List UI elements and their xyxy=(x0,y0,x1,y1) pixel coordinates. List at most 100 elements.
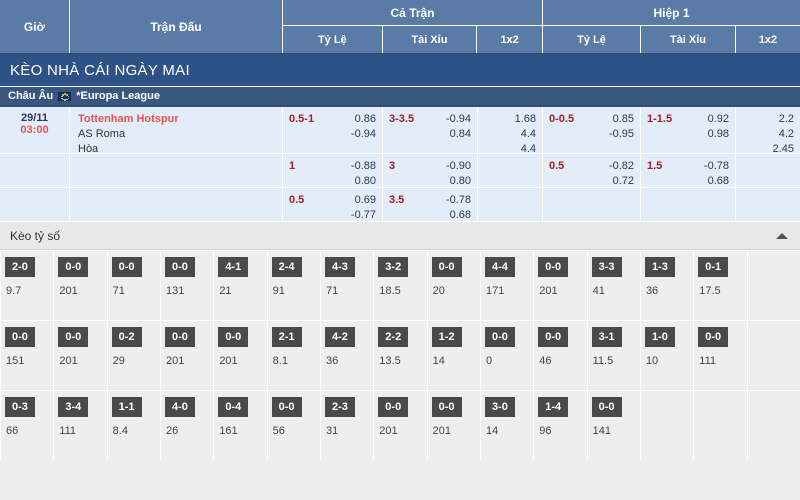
ht-handicap-cell[interactable] xyxy=(543,188,641,222)
ft-handicap-cell[interactable]: 1 -0.88 0.80 xyxy=(283,154,383,188)
ft-overunder-cell[interactable]: 3-3.5 -0.94 0.84 xyxy=(383,107,478,154)
draw-label: Hòa xyxy=(78,143,99,155)
correct-score-cell[interactable]: 0-0 111 xyxy=(693,320,747,390)
correct-score-cell-empty xyxy=(639,390,694,460)
ht-handicap-values: 0.85 -0.95 xyxy=(574,112,634,153)
correct-score-cell[interactable]: 0-2 29 xyxy=(106,320,160,390)
match-time-cell xyxy=(0,154,70,188)
caret-up-icon[interactable] xyxy=(776,232,788,239)
ht-overunder-cell[interactable]: 1-1.5 0.92 0.98 xyxy=(641,107,736,154)
score-odds-value: 131 xyxy=(165,285,185,297)
ft-handicap-cell[interactable]: 0.5 0.69 -0.77 xyxy=(283,188,383,222)
correct-score-cell[interactable]: 0-0 201 xyxy=(159,320,214,390)
ft-overunder-values: -0.94 0.84 xyxy=(414,112,471,153)
odds-value: -0.82 xyxy=(608,160,634,172)
ft-overunder-cell[interactable]: 3.5 -0.78 0.68 xyxy=(383,188,478,222)
correct-score-cell[interactable]: 0-0 56 xyxy=(266,390,320,460)
correct-score-cell[interactable]: 0-0 201 xyxy=(213,320,267,390)
correct-score-cell[interactable]: 3-0 14 xyxy=(479,390,534,460)
correct-score-cell[interactable]: 2-3 31 xyxy=(319,390,374,460)
correct-score-cell[interactable]: 2-0 9.7 xyxy=(0,250,54,320)
match-time-cell xyxy=(0,188,70,222)
ht-1x2-cell[interactable]: 2.2 4.2 2.45 xyxy=(736,107,800,155)
correct-score-cell[interactable]: 3-1 11.5 xyxy=(586,320,640,390)
correct-score-cell[interactable]: 4-2 36 xyxy=(319,320,374,390)
correct-score-cell[interactable]: 0-1 17.5 xyxy=(693,250,747,320)
correct-score-cell[interactable]: 0-0 201 xyxy=(533,250,587,320)
column-header-ft-1x2: 1x2 xyxy=(500,33,519,46)
score-odds-value: 11.5 xyxy=(592,355,614,367)
odds-value: 0.92 xyxy=(707,113,729,125)
odds-value: 4.4 xyxy=(520,128,536,140)
correct-score-cell[interactable]: 0-0 71 xyxy=(106,250,160,320)
ft-1x2-cell[interactable]: 1.68 4.4 4.4 xyxy=(478,107,543,155)
correct-score-cell[interactable]: 0-0 131 xyxy=(159,250,214,320)
ht-1x2-cell[interactable] xyxy=(736,154,800,188)
correct-score-cell[interactable]: 2-4 91 xyxy=(266,250,320,320)
ht-handicap-cell[interactable]: 0-0.5 0.85 -0.95 xyxy=(543,107,641,154)
ht-handicap-cell[interactable]: 0.5 -0.82 0.72 xyxy=(543,154,641,188)
correct-score-cell[interactable]: 4-0 26 xyxy=(159,390,214,460)
ft-overunder-cell[interactable]: 3 -0.90 0.80 xyxy=(383,154,478,188)
score-label: 1-1 xyxy=(111,397,142,417)
match-teams-cell xyxy=(70,188,283,222)
correct-score-row: 2-0 9.7 0-0 201 0-0 71 0-0 131 4-1 21 2-4 91 4-3 71 3-… xyxy=(0,250,800,320)
score-odds-value: 56 xyxy=(272,425,285,437)
odds-value: -0.88 xyxy=(350,160,376,172)
correct-score-cell[interactable]: 2-2 13.5 xyxy=(373,320,427,390)
correct-score-cell[interactable]: 1-0 10 xyxy=(639,320,694,390)
ht-1x2-cell[interactable] xyxy=(736,188,800,222)
correct-score-cell[interactable]: 1-4 96 xyxy=(533,390,587,460)
league-row[interactable]: Châu Âu *Europa League xyxy=(0,87,800,107)
correct-score-cell[interactable]: 4-1 21 xyxy=(213,250,267,320)
score-label: 0-0 xyxy=(58,327,89,347)
correct-score-cell[interactable]: 1-1 8.4 xyxy=(106,390,160,460)
ft-handicap-cell[interactable]: 0.5-1 0.86 -0.94 xyxy=(283,107,383,154)
score-label: 2-2 xyxy=(378,327,409,347)
score-odds-value: 46 xyxy=(539,355,552,367)
odds-value: 0.72 xyxy=(612,175,634,187)
correct-score-cell[interactable]: 1-2 14 xyxy=(426,320,480,390)
correct-score-cell[interactable]: 4-3 71 xyxy=(319,250,374,320)
ft-handicap-cell-line: 0.5 xyxy=(289,194,305,206)
score-odds-value: 9.7 xyxy=(6,285,22,297)
ht-overunder-cell[interactable]: 1.5 -0.78 0.68 xyxy=(641,154,736,188)
score-odds-value: 141 xyxy=(592,425,611,437)
ht-handicap-cell-line: 0.5 xyxy=(549,160,565,172)
correct-score-cell[interactable]: 0-4 161 xyxy=(213,390,267,460)
score-label: 4-1 xyxy=(218,257,249,277)
correct-score-cell[interactable]: 0-0 0 xyxy=(479,320,534,390)
correct-score-header[interactable]: Kèo tỷ số xyxy=(0,222,800,250)
correct-score-cell-empty xyxy=(693,390,747,460)
score-odds-value: 111 xyxy=(699,355,716,367)
correct-score-cell[interactable]: 0-0 201 xyxy=(53,320,107,390)
correct-score-cell[interactable]: 2-1 8.1 xyxy=(266,320,320,390)
odds-value: 2.2 xyxy=(778,113,794,125)
correct-score-cell[interactable]: 0-0 151 xyxy=(0,320,54,390)
ft-1x2-cell[interactable] xyxy=(478,154,543,188)
ht-overunder-cell[interactable] xyxy=(641,188,736,222)
score-label: 1-0 xyxy=(644,327,675,347)
score-odds-value: 201 xyxy=(59,285,78,297)
score-label: 2-0 xyxy=(5,257,35,277)
odds-value: 0.85 xyxy=(612,113,634,125)
correct-score-cell[interactable]: 0-0 46 xyxy=(533,320,587,390)
correct-score-cell[interactable]: 1-3 36 xyxy=(639,250,694,320)
ft-1x2-values: 1.68 4.4 4.4 xyxy=(484,112,536,155)
odds-value: 2.45 xyxy=(772,143,794,155)
correct-score-cell[interactable]: 0-0 141 xyxy=(586,390,640,460)
score-label: 0-0 xyxy=(538,327,569,347)
ft-1x2-cell[interactable] xyxy=(478,188,543,222)
score-odds-value: 201 xyxy=(379,425,398,437)
correct-score-cell[interactable]: 4-4 171 xyxy=(479,250,534,320)
correct-score-cell[interactable]: 0-3 66 xyxy=(0,390,54,460)
score-label: 0-0 xyxy=(378,397,409,417)
correct-score-cell[interactable]: 3-3 41 xyxy=(586,250,640,320)
correct-score-cell[interactable]: 0-0 201 xyxy=(426,390,480,460)
correct-score-cell[interactable]: 3-2 18.5 xyxy=(373,250,427,320)
correct-score-cell[interactable]: 0-0 201 xyxy=(373,390,427,460)
correct-score-cell[interactable]: 0-0 20 xyxy=(426,250,480,320)
score-label: 0-0 xyxy=(431,257,462,277)
correct-score-cell[interactable]: 3-4 111 xyxy=(53,390,107,460)
correct-score-cell[interactable]: 0-0 201 xyxy=(53,250,107,320)
